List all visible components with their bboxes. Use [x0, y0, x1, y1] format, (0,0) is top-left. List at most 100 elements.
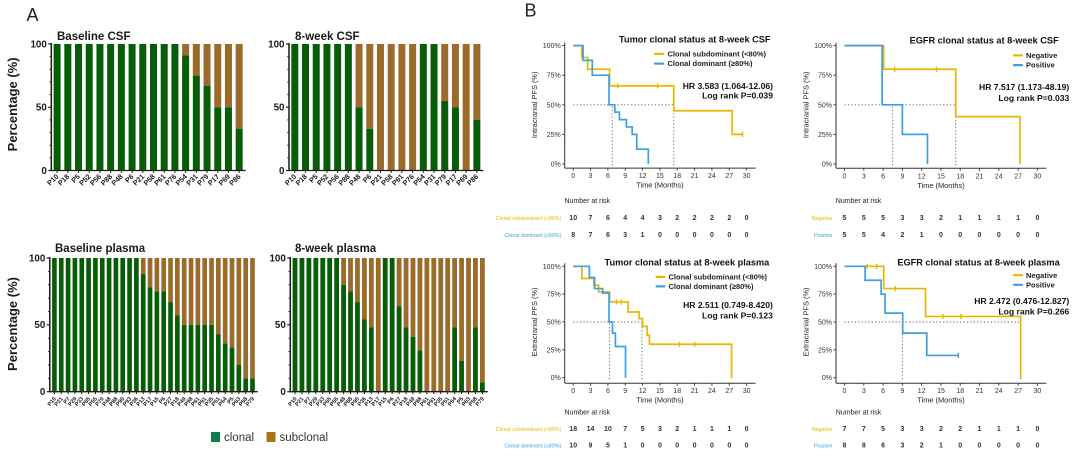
- svg-text:HR 3.583 (1.064-12.06): HR 3.583 (1.064-12.06): [683, 81, 773, 91]
- svg-text:25%: 25%: [818, 132, 832, 139]
- svg-text:P6: P6: [158, 396, 167, 405]
- svg-text:Positive: Positive: [1026, 280, 1055, 289]
- svg-text:0%: 0%: [551, 162, 561, 169]
- svg-text:3: 3: [900, 442, 904, 449]
- svg-text:P54: P54: [218, 396, 230, 408]
- svg-text:6: 6: [881, 173, 885, 180]
- svg-text:Clonal dominant (≥80%): Clonal dominant (≥80%): [504, 233, 561, 239]
- svg-text:27: 27: [725, 173, 733, 180]
- svg-text:0: 0: [40, 387, 46, 398]
- svg-text:8: 8: [571, 232, 575, 239]
- svg-text:P7: P7: [63, 396, 72, 405]
- svg-text:P55: P55: [329, 396, 340, 407]
- svg-text:Percentage (%): Percentage (%): [5, 57, 20, 151]
- svg-text:Log rank P=0.039: Log rank P=0.039: [702, 91, 773, 101]
- svg-text:0: 0: [1035, 232, 1039, 239]
- svg-text:P29: P29: [67, 396, 78, 407]
- svg-text:0: 0: [1016, 442, 1020, 449]
- svg-text:Number at risk: Number at risk: [836, 410, 882, 417]
- svg-text:8: 8: [843, 442, 847, 449]
- svg-text:18: 18: [569, 426, 577, 433]
- svg-text:P33: P33: [315, 396, 326, 407]
- svg-text:P15: P15: [149, 396, 160, 407]
- svg-text:Number at risk: Number at risk: [565, 410, 611, 417]
- svg-text:7: 7: [623, 426, 627, 433]
- svg-text:50: 50: [275, 320, 286, 331]
- svg-text:P48: P48: [102, 396, 113, 407]
- svg-text:0: 0: [978, 232, 982, 239]
- svg-text:P65: P65: [322, 396, 333, 407]
- svg-text:8-week CSF: 8-week CSF: [295, 31, 360, 43]
- svg-text:P51: P51: [440, 396, 451, 407]
- svg-text:25%: 25%: [818, 347, 832, 354]
- svg-text:50: 50: [34, 320, 45, 331]
- svg-text:P63: P63: [461, 396, 472, 407]
- svg-text:15: 15: [937, 173, 945, 180]
- svg-text:4: 4: [623, 215, 627, 222]
- svg-text:21: 21: [691, 388, 699, 395]
- svg-text:P91: P91: [197, 396, 208, 407]
- svg-text:15: 15: [656, 388, 664, 395]
- svg-text:7: 7: [589, 232, 593, 239]
- svg-text:Baseline CSF: Baseline CSF: [57, 31, 131, 43]
- svg-text:Extracranial PFS (%): Extracranial PFS (%): [530, 288, 539, 357]
- svg-text:Positive: Positive: [1026, 61, 1055, 70]
- svg-text:P90: P90: [115, 396, 126, 407]
- svg-text:6: 6: [606, 388, 610, 395]
- svg-text:3: 3: [589, 388, 593, 395]
- svg-text:12: 12: [639, 173, 647, 180]
- svg-text:P29: P29: [308, 396, 319, 407]
- svg-text:9: 9: [589, 442, 593, 449]
- svg-text:P61: P61: [419, 396, 430, 407]
- svg-text:EGFR clonal status at 8-week C: EGFR clonal status at 8-week CSF: [910, 36, 1059, 46]
- svg-text:30: 30: [743, 388, 751, 395]
- svg-text:Number at risk: Number at risk: [565, 198, 611, 205]
- svg-text:0: 0: [843, 388, 847, 395]
- svg-text:0: 0: [1035, 215, 1039, 222]
- svg-text:Negative: Negative: [812, 216, 833, 222]
- svg-text:3: 3: [862, 388, 866, 395]
- svg-text:0: 0: [997, 232, 1001, 239]
- svg-text:P70: P70: [95, 396, 106, 407]
- svg-text:0: 0: [675, 232, 679, 239]
- svg-text:P10: P10: [288, 396, 299, 407]
- svg-text:HR 2.472 (0.476-12.827): HR 2.472 (0.476-12.827): [974, 296, 1069, 306]
- svg-text:2: 2: [710, 215, 714, 222]
- svg-text:P13: P13: [136, 396, 147, 407]
- svg-text:P17: P17: [143, 396, 154, 407]
- svg-text:5: 5: [881, 215, 885, 222]
- svg-text:P54: P54: [447, 396, 459, 408]
- svg-text:0: 0: [280, 387, 286, 398]
- svg-text:0: 0: [710, 232, 714, 239]
- svg-text:6: 6: [606, 215, 610, 222]
- svg-text:Extracranial PFS (%): Extracranial PFS (%): [802, 288, 811, 357]
- svg-text:subclonal: subclonal: [280, 432, 329, 444]
- svg-text:21: 21: [976, 173, 984, 180]
- svg-text:Clonal subdominant (<80%): Clonal subdominant (<80%): [496, 427, 562, 433]
- svg-text:P79: P79: [245, 396, 256, 407]
- svg-text:P88: P88: [108, 396, 119, 407]
- svg-text:12: 12: [639, 388, 647, 395]
- svg-text:4: 4: [641, 215, 645, 222]
- svg-text:P6: P6: [387, 396, 396, 405]
- svg-text:5: 5: [862, 215, 866, 222]
- svg-text:1: 1: [958, 215, 962, 222]
- svg-text:P21: P21: [54, 396, 65, 407]
- svg-text:10: 10: [569, 442, 577, 449]
- svg-text:2: 2: [939, 426, 943, 433]
- svg-text:24: 24: [708, 388, 716, 395]
- svg-text:P51: P51: [211, 396, 222, 407]
- svg-text:P27: P27: [163, 396, 174, 407]
- svg-text:27: 27: [725, 388, 733, 395]
- svg-text:P36: P36: [129, 396, 140, 407]
- svg-text:Clonal dominant (≥80%): Clonal dominant (≥80%): [669, 282, 754, 291]
- svg-text:0: 0: [675, 442, 679, 449]
- svg-text:P10: P10: [47, 396, 58, 407]
- svg-text:24: 24: [708, 173, 716, 180]
- svg-text:P58: P58: [238, 396, 249, 407]
- svg-text:2: 2: [675, 426, 679, 433]
- svg-text:27: 27: [1014, 173, 1022, 180]
- svg-text:0: 0: [727, 442, 731, 449]
- svg-text:100%: 100%: [543, 43, 561, 50]
- svg-text:100: 100: [29, 253, 46, 264]
